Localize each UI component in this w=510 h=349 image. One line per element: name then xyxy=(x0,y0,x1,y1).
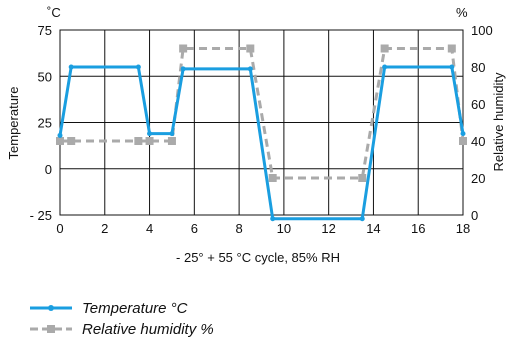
y-tick-label-right: 80 xyxy=(471,60,485,75)
legend-item-temperature: Temperature °C xyxy=(30,298,214,318)
data-point-humidity xyxy=(459,137,467,145)
y-tick-label-left: 0 xyxy=(45,162,52,177)
grid xyxy=(59,29,464,216)
data-point-humidity xyxy=(145,137,154,145)
plot-frame xyxy=(59,29,464,216)
legend: Temperature °C Relative humidity % xyxy=(30,298,214,340)
y-tick-label-right: 60 xyxy=(471,97,485,112)
data-point-temperature xyxy=(169,131,175,137)
x-tick-label: 16 xyxy=(411,221,425,236)
series-layer xyxy=(56,44,467,222)
y-tick-label-left: 25 xyxy=(38,116,52,131)
data-point-humidity xyxy=(246,44,255,53)
x-axis-label: - 25° + 55 °C cycle, 85% RH xyxy=(176,250,340,265)
y-tick-label-right: 20 xyxy=(471,171,485,186)
series-line-humidity xyxy=(60,47,465,180)
data-point-temperature xyxy=(135,64,141,70)
series-temperature xyxy=(57,64,466,222)
x-tick-label: 14 xyxy=(366,221,380,236)
chart: 0 2 4 6 8 10 12 14 16 18 - 25 0 25 50 75 0 20 40 60 80 100 ˚… xyxy=(6,5,506,265)
data-point-humidity xyxy=(67,137,76,145)
data-point-temperature xyxy=(180,66,186,72)
y-tick-label-left: 50 xyxy=(38,69,52,84)
x-tick-label: 4 xyxy=(146,221,153,236)
tick-labels: 0 2 4 6 8 10 12 14 16 18 - 25 0 25 50 75 0 20 40 60 80 100 xyxy=(30,23,493,236)
data-point-temperature xyxy=(460,131,466,137)
x-tick-label: 12 xyxy=(321,221,335,236)
data-point-temperature xyxy=(147,131,153,137)
data-point-humidity xyxy=(167,137,176,145)
x-tick-label: 10 xyxy=(277,221,291,236)
x-tick-label: 0 xyxy=(56,221,63,236)
x-tick-label: 18 xyxy=(456,221,470,236)
data-point-humidity xyxy=(56,137,64,145)
data-point-humidity xyxy=(268,174,277,182)
data-point-temperature xyxy=(270,216,276,222)
series-humidity xyxy=(56,44,467,182)
data-point-humidity xyxy=(358,174,367,182)
data-point-temperature xyxy=(68,64,74,70)
y-axis-label-right: Relative humidity xyxy=(491,72,506,171)
y-tick-label-right: 100 xyxy=(471,23,493,38)
data-point-temperature xyxy=(359,216,365,222)
legend-swatch-humidity xyxy=(30,325,72,333)
x-tick-label: 8 xyxy=(235,221,242,236)
y-tick-label-left: 75 xyxy=(38,23,52,38)
x-tick-label: 6 xyxy=(191,221,198,236)
x-tick-label: 2 xyxy=(101,221,108,236)
y-tick-label-right: 0 xyxy=(471,208,478,223)
y-unit-right: % xyxy=(456,5,468,20)
y-tick-label-left: - 25 xyxy=(30,208,52,223)
y-axis-label-left: Temperature xyxy=(6,87,21,160)
y-unit-left: ˚C xyxy=(47,5,61,20)
data-point-humidity xyxy=(380,44,389,53)
data-point-temperature xyxy=(449,64,455,70)
data-point-temperature xyxy=(247,66,253,72)
legend-swatch-temperature xyxy=(30,305,72,311)
data-point-humidity xyxy=(134,137,143,145)
legend-item-humidity: Relative humidity % xyxy=(30,319,214,339)
legend-label-temperature: Temperature °C xyxy=(82,299,188,317)
data-point-temperature xyxy=(57,132,63,138)
data-point-humidity xyxy=(179,44,188,53)
data-point-temperature xyxy=(382,64,388,70)
y-tick-label-right: 40 xyxy=(471,134,485,149)
data-point-humidity xyxy=(447,44,456,53)
legend-label-humidity: Relative humidity % xyxy=(82,320,214,338)
series-line-temperature xyxy=(58,65,465,221)
